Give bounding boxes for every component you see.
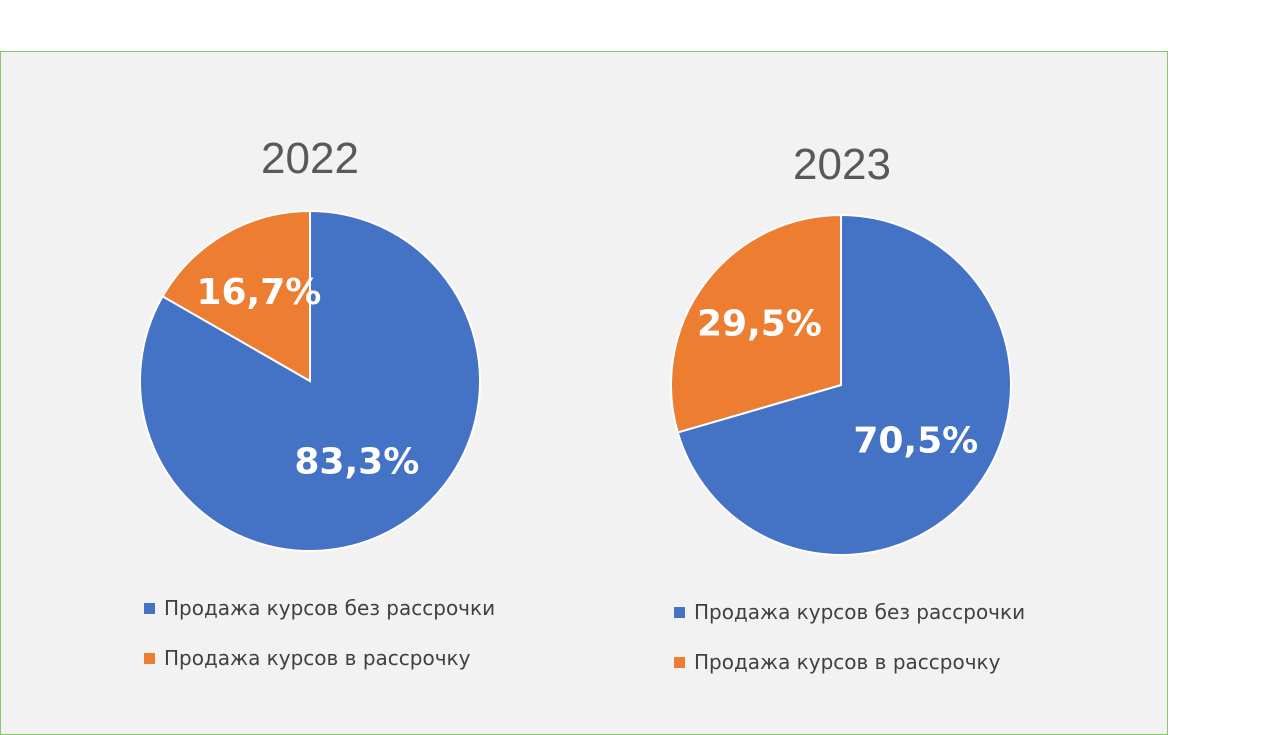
pie-slice-without-installments — [676, 213, 1012, 556]
legend-2022: Продажа курсов без рассрочки Продажа кур… — [144, 583, 495, 683]
legend-2023: Продажа курсов без рассрочки Продажа кур… — [674, 587, 1025, 687]
legend-item-installments: Продажа курсов в рассрочку — [144, 633, 495, 683]
legend-label: Продажа курсов в рассрочку — [164, 646, 471, 670]
pie-slice-installments — [161, 209, 311, 383]
chart-title-2022: 2022 — [261, 134, 359, 183]
chart-title-2023: 2023 — [793, 140, 891, 189]
data-label-installments: 16,7% — [196, 272, 321, 313]
legend-swatch-blue — [674, 606, 685, 618]
data-label-without-installments: 83,3% — [294, 441, 419, 482]
legend-swatch-orange — [674, 656, 685, 668]
data-label-without-installments: 70,5% — [853, 421, 978, 462]
data-label-installments: 29,5% — [697, 303, 822, 344]
legend-swatch-orange — [144, 652, 155, 664]
legend-item-without-installments: Продажа курсов без рассрочки — [674, 587, 1025, 637]
legend-swatch-blue — [144, 602, 155, 614]
chart-area: 2022 83,3% 16,7% Продажа курсов без расср… — [0, 51, 1168, 735]
legend-item-installments: Продажа курсов в рассрочку — [674, 637, 1025, 687]
legend-label: Продажа курсов в рассрочку — [694, 650, 1001, 674]
pie-chart-2022: 83,3% 16,7% — [139, 209, 481, 552]
pie-slice-installments — [670, 213, 842, 434]
legend-label: Продажа курсов без рассрочки — [164, 596, 496, 620]
legend-item-without-installments: Продажа курсов без рассрочки — [144, 583, 495, 633]
pie-chart-2023: 70,5% 29,5% — [670, 213, 1012, 556]
legend-label: Продажа курсов без рассрочки — [694, 600, 1026, 624]
